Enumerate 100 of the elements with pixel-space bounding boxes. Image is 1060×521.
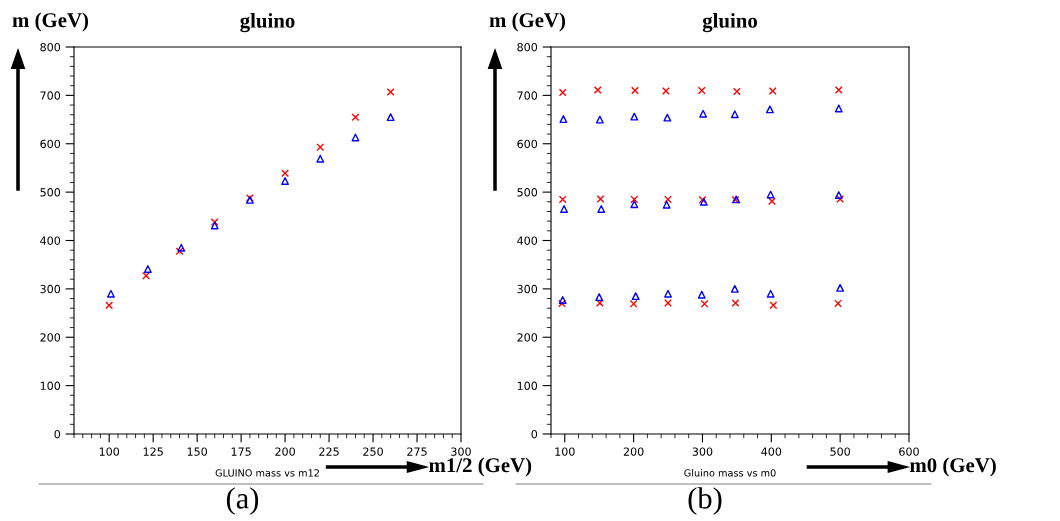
- x-tick-label: 225: [319, 447, 339, 456]
- point: [699, 109, 708, 118]
- point: [595, 293, 604, 302]
- point: [631, 292, 640, 301]
- point: [629, 299, 638, 308]
- point: [769, 301, 778, 310]
- point: [593, 86, 602, 95]
- point: [766, 289, 775, 298]
- point: [558, 195, 567, 204]
- point: [834, 191, 843, 199]
- chart-title: gluino: [702, 13, 757, 33]
- point: [106, 289, 115, 298]
- point: [836, 283, 845, 292]
- chart-title: gluino: [240, 13, 295, 33]
- y-tick-label: 300: [40, 284, 61, 294]
- point: [281, 169, 290, 178]
- point: [765, 105, 774, 114]
- point: [697, 86, 706, 95]
- point: [597, 205, 606, 214]
- point: [386, 88, 395, 96]
- y-tick-label: 400: [40, 236, 61, 245]
- text: m0 (GeV): [909, 457, 996, 477]
- point: [596, 194, 605, 203]
- point: [768, 87, 777, 95]
- point: [559, 115, 568, 124]
- y-tick-label: 200: [517, 333, 538, 342]
- point: [142, 271, 151, 280]
- x-tick-label: 250: [363, 447, 383, 456]
- y-tick-label: 600: [40, 139, 61, 149]
- x-tick-label: 175: [231, 447, 251, 456]
- point: [834, 104, 843, 113]
- x-tick-label: 150: [187, 447, 207, 456]
- point: [631, 86, 639, 95]
- point: [281, 177, 290, 185]
- y-tick-label: 400: [517, 236, 538, 245]
- x-tick-label: 125: [143, 447, 163, 456]
- y-tick-label: 500: [517, 188, 538, 197]
- text: m1/2 (GeV): [429, 457, 532, 477]
- y-tick-label: 600: [517, 139, 538, 149]
- point: [766, 190, 775, 199]
- point: [768, 197, 776, 206]
- y-tick-label: 800: [517, 42, 538, 52]
- point: [595, 115, 604, 124]
- point: [664, 289, 672, 298]
- point: [105, 301, 114, 310]
- x-tick-label: 200: [623, 447, 644, 456]
- point: [175, 247, 184, 256]
- point: [664, 195, 672, 204]
- point: [177, 243, 186, 252]
- y-tick-label: 100: [40, 381, 61, 390]
- point: [662, 200, 671, 209]
- text: (b): [688, 487, 722, 515]
- x-axis-title: Gluino mass vs m0: [684, 469, 776, 477]
- x-tick-label: 400: [761, 447, 782, 456]
- point: [316, 143, 325, 152]
- y-tick-label: 300: [517, 284, 538, 294]
- point: [834, 86, 843, 95]
- x-tick-label: 275: [407, 447, 427, 456]
- y-tick-label: 200: [40, 333, 61, 342]
- x-tick-label: 500: [830, 447, 851, 456]
- x-tick-label: 100: [99, 447, 120, 456]
- point: [697, 290, 706, 299]
- y-axis-title: m (GeV): [12, 12, 89, 32]
- y-tick-label: 800: [40, 42, 61, 52]
- point: [143, 265, 152, 273]
- y-axis-title: m (GeV): [489, 12, 566, 32]
- x-tick-label: 300: [451, 447, 471, 456]
- point: [663, 113, 672, 122]
- point: [836, 194, 845, 203]
- y-tick-label: 700: [40, 91, 61, 100]
- x-tick-label: 300: [692, 447, 713, 456]
- point: [386, 113, 395, 122]
- x-tick-label: 600: [899, 447, 919, 456]
- text: (a): [226, 487, 259, 515]
- point: [732, 87, 741, 96]
- point: [560, 205, 569, 214]
- point: [316, 154, 325, 163]
- point: [630, 112, 639, 121]
- y-tick-label: 0: [531, 429, 538, 439]
- point: [730, 110, 739, 119]
- point: [700, 299, 709, 308]
- point: [595, 298, 604, 307]
- y-tick-label: 500: [40, 188, 61, 197]
- point: [630, 200, 639, 209]
- y-tick-label: 0: [54, 429, 61, 439]
- point: [558, 88, 567, 97]
- x-tick-label: 200: [275, 447, 295, 456]
- y-tick-label: 100: [517, 381, 538, 390]
- point: [662, 87, 670, 95]
- point: [630, 195, 639, 204]
- point: [558, 299, 566, 308]
- x-axis-title: GLUINO mass vs m12: [215, 469, 319, 477]
- point: [351, 133, 360, 142]
- y-tick-label: 700: [517, 91, 538, 100]
- point: [664, 298, 672, 307]
- point: [558, 296, 567, 304]
- point: [351, 113, 360, 122]
- point: [730, 284, 739, 293]
- point: [834, 299, 843, 308]
- x-tick-label: 100: [555, 447, 575, 456]
